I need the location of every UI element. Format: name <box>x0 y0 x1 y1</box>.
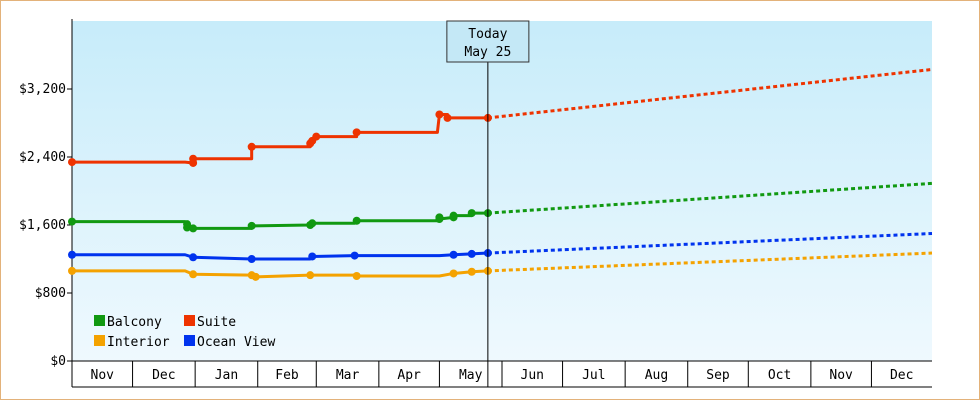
data-point-suite[interactable] <box>435 110 444 119</box>
data-point-balcony[interactable] <box>68 217 76 226</box>
y-tick-label: $800 <box>35 286 66 301</box>
y-tick-label: $1,600 <box>19 218 66 233</box>
x-tick-label: Oct <box>768 368 791 383</box>
x-tick-label: Jun <box>521 368 544 383</box>
y-tick-label: $3,200 <box>19 82 66 97</box>
data-point-balcony[interactable] <box>352 216 361 225</box>
data-point-balcony[interactable] <box>189 224 198 233</box>
data-point-suite[interactable] <box>352 128 361 137</box>
data-point-interior[interactable] <box>68 266 76 275</box>
data-point-ocean-view[interactable] <box>189 253 198 262</box>
x-tick-label: Sep <box>706 368 730 383</box>
y-tick-label: $0 <box>50 354 66 369</box>
x-tick-label: Feb <box>275 368 299 383</box>
plot-background <box>72 21 932 361</box>
data-point-interior[interactable] <box>251 272 260 281</box>
data-point-balcony[interactable] <box>247 221 256 230</box>
today-box <box>446 20 530 63</box>
axes: $0 $800 $1,600 $2,400 $3,200 Nov Dec Jan Feb Mar A… <box>19 19 932 388</box>
x-tick-label: Dec <box>890 368 913 383</box>
data-point-suite[interactable] <box>189 154 198 163</box>
legend-swatch-balcony <box>94 315 105 326</box>
data-point-suite[interactable] <box>68 158 76 167</box>
legend-label-suite: Suite <box>197 315 236 330</box>
today-marker: Today May 25 <box>446 20 530 387</box>
legend-label-ocean-view: Ocean View <box>197 335 275 350</box>
data-point-balcony[interactable] <box>449 211 458 220</box>
data-point-interior[interactable] <box>449 269 458 278</box>
legend: Balcony Suite Interior Ocean View <box>94 315 275 350</box>
legend-swatch-suite <box>184 315 195 326</box>
data-point-balcony[interactable] <box>308 219 317 228</box>
data-point-ocean-view[interactable] <box>449 250 458 259</box>
today-label: Today <box>468 27 507 42</box>
data-point-ocean-view[interactable] <box>308 252 317 261</box>
data-point-ocean-view[interactable] <box>350 251 359 260</box>
data-point-balcony[interactable] <box>183 220 192 229</box>
x-tick-label: Dec <box>152 368 175 383</box>
data-point-suite[interactable] <box>443 113 452 122</box>
y-tick-label: $2,400 <box>19 150 66 165</box>
data-point-ocean-view[interactable] <box>68 250 76 259</box>
legend-label-interior: Interior <box>107 335 170 350</box>
data-point-interior[interactable] <box>352 272 361 280</box>
data-point-ocean-view[interactable] <box>467 249 476 258</box>
forecast-line-suite <box>487 67 933 120</box>
x-tick-label: Apr <box>397 368 421 383</box>
x-tick-label: May <box>459 368 483 383</box>
legend-label-balcony: Balcony <box>107 315 162 330</box>
x-tick-label: Nov <box>829 368 853 383</box>
today-date-label: May 25 <box>464 45 511 60</box>
data-point-interior[interactable] <box>306 271 315 280</box>
data-point-balcony[interactable] <box>467 209 476 218</box>
legend-swatch-ocean-view <box>184 335 195 346</box>
x-tick-label: Nov <box>91 368 115 383</box>
data-point-interior[interactable] <box>189 270 198 279</box>
x-tick-label: Jul <box>582 368 605 383</box>
x-tick-label: Aug <box>645 368 668 383</box>
series-layer <box>68 67 933 281</box>
data-point-balcony[interactable] <box>435 215 444 224</box>
x-tick-label: Jan <box>215 368 238 383</box>
data-point-ocean-view[interactable] <box>247 255 256 263</box>
data-point-suite[interactable] <box>312 132 321 141</box>
legend-swatch-interior <box>94 335 105 346</box>
data-point-suite[interactable] <box>247 142 256 151</box>
data-point-interior[interactable] <box>467 267 476 276</box>
x-tick-label: Mar <box>336 368 360 383</box>
